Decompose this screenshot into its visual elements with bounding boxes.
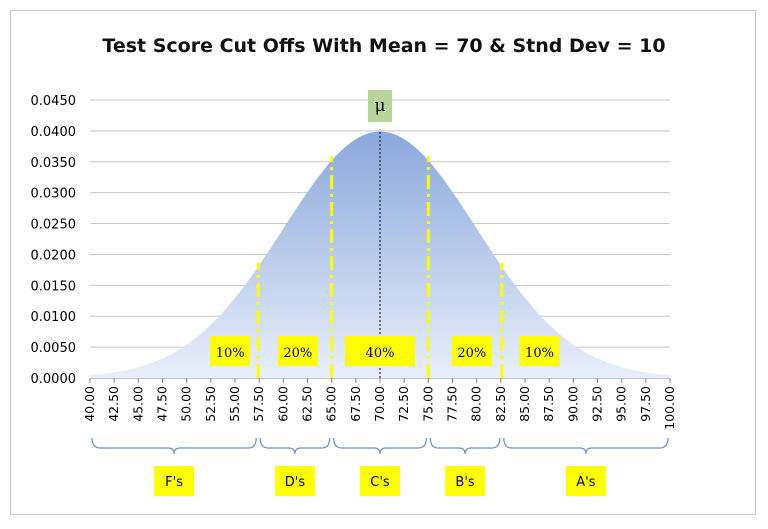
grade-brackets: F's D's C's B's A's bbox=[91, 437, 669, 496]
grade-box bbox=[154, 466, 195, 496]
x-tick-label: 60.00 bbox=[275, 386, 290, 422]
x-tick-label: 57.50 bbox=[251, 386, 266, 422]
y-tick-label: 0.0100 bbox=[31, 310, 77, 325]
mu-label: μ bbox=[374, 96, 385, 116]
percent-label: 20% bbox=[283, 346, 312, 361]
x-tick-label: 47.50 bbox=[155, 386, 170, 422]
mu-marker: μ bbox=[368, 90, 392, 122]
x-tick-label: 82.50 bbox=[493, 386, 508, 422]
y-tick-label: 0.0450 bbox=[31, 94, 77, 109]
x-tick-label: 80.00 bbox=[469, 386, 484, 422]
x-tick-label: 50.00 bbox=[179, 386, 194, 422]
density-area bbox=[90, 131, 670, 378]
grade-box bbox=[565, 466, 606, 496]
chart-title: Test Score Cut Offs With Mean = 70 & Stn… bbox=[102, 35, 665, 57]
grade-bracket bbox=[91, 437, 257, 455]
grade-bracket bbox=[429, 437, 501, 455]
x-tick-label: 42.50 bbox=[106, 386, 121, 422]
percent-label: 10% bbox=[525, 346, 554, 361]
cutoff-lines bbox=[256, 156, 504, 378]
percent-label: 10% bbox=[216, 346, 245, 361]
y-axis-ticks: 0.0000 0.0050 0.0100 0.0150 0.0200 0.0250 0.03… bbox=[31, 94, 77, 387]
grade-box bbox=[360, 466, 400, 496]
x-tick-label: 87.50 bbox=[541, 386, 556, 422]
x-tick-label: 75.00 bbox=[420, 386, 435, 422]
y-tick-label: 0.0050 bbox=[31, 341, 77, 356]
grade-bracket bbox=[503, 437, 669, 455]
percent-box bbox=[451, 336, 492, 366]
x-tick-label: 95.00 bbox=[614, 386, 629, 422]
x-tick-label: 92.50 bbox=[590, 386, 605, 422]
x-tick-label: 97.50 bbox=[638, 386, 653, 422]
x-tick-label: 52.50 bbox=[203, 386, 218, 422]
x-tick-label: 67.50 bbox=[348, 386, 363, 422]
percent-box bbox=[519, 336, 560, 366]
grade-label: C's bbox=[370, 475, 390, 490]
x-tick-label: 70.00 bbox=[372, 386, 387, 422]
y-tick-label: 0.0400 bbox=[31, 125, 77, 140]
grade-label: A's bbox=[576, 475, 595, 490]
grade-bracket bbox=[333, 437, 427, 455]
percent-box bbox=[277, 336, 318, 366]
y-tick-label: 0.0300 bbox=[31, 187, 77, 202]
y-tick-label: 0.0150 bbox=[31, 279, 77, 294]
mu-box bbox=[368, 90, 392, 122]
x-tick-label: 40.00 bbox=[82, 386, 97, 422]
y-tick-label: 0.0350 bbox=[31, 156, 77, 171]
percent-box bbox=[210, 336, 251, 366]
x-tick-label: 77.50 bbox=[445, 386, 460, 422]
x-axis-ticks: 40.00 42.50 45.00 47.50 50.00 52.50 55.00 57.50… bbox=[82, 378, 677, 430]
y-tick-label: 0.0200 bbox=[31, 248, 77, 263]
x-tick-label: 85.00 bbox=[517, 386, 532, 422]
x-tick-label: 62.50 bbox=[300, 386, 315, 422]
percent-label: 40% bbox=[366, 346, 395, 361]
y-tick-label: 0.0000 bbox=[31, 372, 77, 387]
grade-box bbox=[274, 466, 315, 496]
x-tick-label: 45.00 bbox=[130, 386, 145, 422]
x-tick-label: 100.00 bbox=[662, 386, 677, 430]
grade-label: B's bbox=[455, 475, 474, 490]
grade-box bbox=[445, 466, 486, 496]
x-tick-label: 90.00 bbox=[565, 386, 580, 422]
x-tick-label: 65.00 bbox=[324, 386, 339, 422]
grade-label: F's bbox=[165, 475, 183, 490]
percent-box bbox=[345, 336, 415, 366]
percent-label: 20% bbox=[457, 346, 486, 361]
grade-label: D's bbox=[285, 475, 306, 490]
x-tick-label: 72.50 bbox=[396, 386, 411, 422]
y-tick-label: 0.0250 bbox=[31, 218, 77, 233]
percent-labels: 10% 20% 40% 20% 10% bbox=[210, 336, 560, 366]
x-tick-label: 55.00 bbox=[227, 386, 242, 422]
grade-bracket bbox=[259, 437, 331, 455]
